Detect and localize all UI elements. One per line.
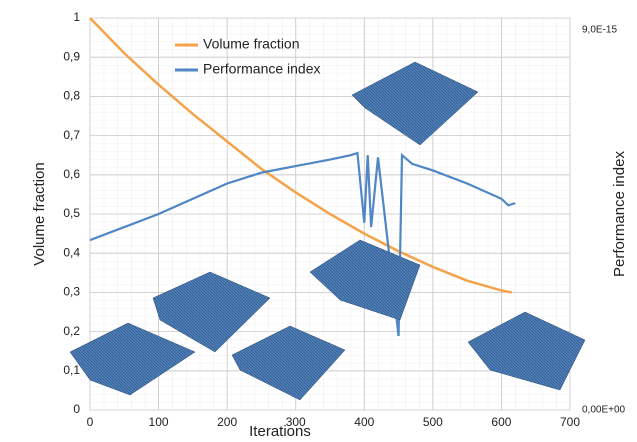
y-tick-label: 1 [73, 10, 80, 24]
y-tick-label: 0,7 [63, 128, 80, 142]
y-tick-label: 0 [73, 402, 80, 416]
y2-tick-label: 0,00E+00 [582, 405, 626, 416]
y-axis-title: Volume fraction [31, 162, 48, 265]
mesh-images [69, 61, 586, 401]
x-tick-label: 600 [491, 415, 511, 429]
y-tick-label: 0,8 [63, 89, 80, 103]
x-axis-title: Iterations [249, 423, 311, 440]
x-tick-label: 400 [354, 415, 374, 429]
x-tick-label: 100 [149, 415, 169, 429]
y-tick-label: 0,4 [63, 245, 80, 259]
series-line [89, 151, 516, 337]
x-tick-label: 0 [87, 415, 94, 429]
x-tick-label: 700 [560, 415, 580, 429]
y-tick-label: 0,6 [63, 167, 80, 181]
y-tick-label: 0,2 [63, 324, 80, 338]
y-tick-label: 0,5 [63, 206, 80, 220]
x-tick-label: 300 [286, 415, 306, 429]
series-line [89, 17, 512, 294]
x-tick-label: 200 [217, 415, 237, 429]
legend-label: Volume fraction [203, 36, 300, 52]
x-tick-label: 500 [423, 415, 443, 429]
legend-label: Performance index [203, 61, 321, 77]
y2-tick-label: 9,0E-15 [582, 25, 617, 36]
y-tick-label: 0,9 [63, 49, 80, 63]
y-tick-label: 0,1 [63, 363, 80, 377]
y-tick-label: 0,3 [63, 285, 80, 299]
y2-axis-title: Performance index [611, 151, 628, 277]
